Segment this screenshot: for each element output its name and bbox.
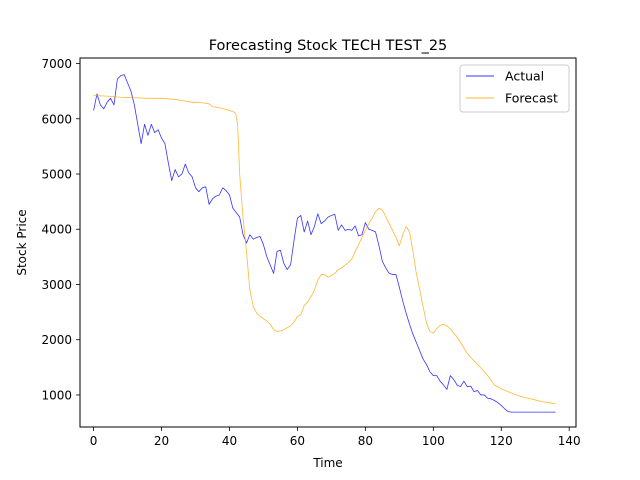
y-tick-label: 4000 bbox=[41, 223, 72, 237]
x-tick-label: 40 bbox=[222, 434, 237, 448]
plot-lines bbox=[93, 74, 556, 413]
y-tick-label: 3000 bbox=[41, 278, 72, 292]
legend-label-forecast: Forecast bbox=[505, 91, 558, 106]
x-tick-label: 60 bbox=[290, 434, 305, 448]
legend-box bbox=[459, 64, 570, 113]
series-line-actual bbox=[93, 74, 556, 413]
y-tick-label: 6000 bbox=[41, 112, 72, 126]
x-tick-label: 0 bbox=[90, 434, 98, 448]
plot-frame bbox=[79, 57, 577, 428]
chart-title: Forecasting Stock TECH TEST_25 bbox=[209, 38, 448, 54]
y-tick-label: 1000 bbox=[41, 388, 72, 402]
y-tick-label: 2000 bbox=[41, 333, 72, 347]
legend-label-actual: Actual bbox=[505, 69, 544, 84]
x-tick-label: 20 bbox=[154, 434, 169, 448]
x-axis-label: Time bbox=[312, 456, 342, 470]
x-axis-ticks: 0 20 40 60 80 100 120 140 bbox=[90, 427, 581, 448]
x-tick-label: 100 bbox=[422, 434, 445, 448]
y-axis-ticks: 1000 2000 3000 4000 5000 6000 7000 bbox=[41, 57, 80, 402]
series-line-forecast bbox=[93, 95, 556, 405]
y-tick-label: 7000 bbox=[41, 57, 72, 71]
y-tick-label: 5000 bbox=[41, 168, 72, 182]
x-tick-label: 80 bbox=[358, 434, 373, 448]
legend: Actual Forecast bbox=[459, 64, 570, 113]
x-tick-label: 120 bbox=[490, 434, 513, 448]
y-axis-label: Stock Price bbox=[15, 209, 29, 275]
x-tick-label: 140 bbox=[558, 434, 581, 448]
